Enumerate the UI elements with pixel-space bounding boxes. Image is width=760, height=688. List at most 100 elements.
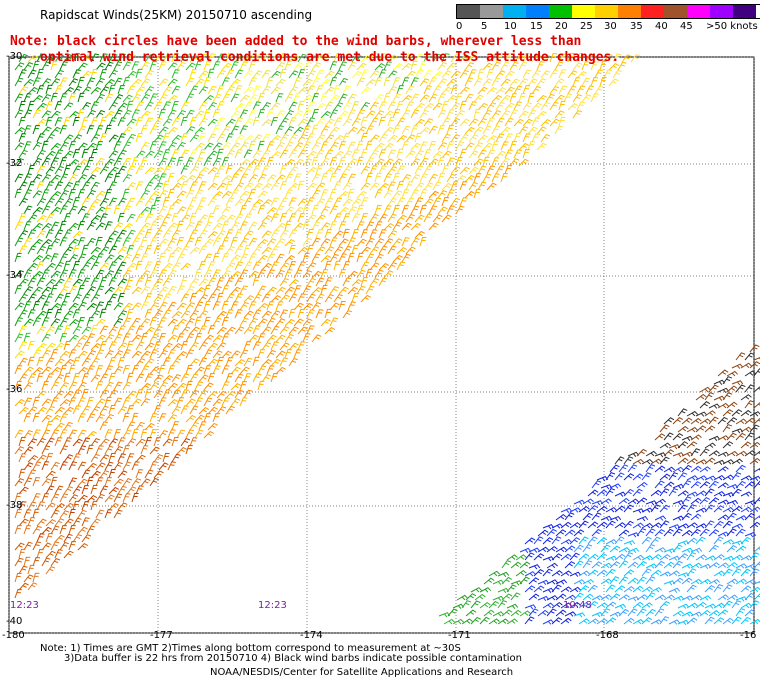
wind-barb <box>18 53 28 63</box>
wind-barb <box>461 600 472 609</box>
wind-barb <box>293 222 304 231</box>
wind-barb <box>95 269 105 279</box>
wind-barb <box>162 438 173 447</box>
wind-barb <box>63 406 74 415</box>
wind-barb <box>140 318 151 327</box>
wind-barb <box>144 326 155 335</box>
wind-barb <box>162 180 170 191</box>
wind-barb <box>203 269 213 279</box>
wind-barb <box>437 156 445 167</box>
wind-barb <box>108 468 116 479</box>
wind-barb <box>338 110 349 119</box>
wind-barb <box>144 309 153 319</box>
wind-barb <box>140 270 151 279</box>
wind-barb <box>306 182 317 191</box>
wind-barb <box>239 204 247 215</box>
wind-barb <box>149 141 158 151</box>
wind-barb <box>288 54 299 63</box>
wind-barb <box>432 197 442 207</box>
wind-barb <box>483 609 495 617</box>
wind-barb <box>486 68 494 79</box>
wind-barb <box>104 204 112 215</box>
wind-barb <box>113 461 123 471</box>
wind-barb <box>248 77 257 87</box>
wind-barb <box>14 508 22 519</box>
wind-barb <box>396 180 404 191</box>
wind-barb <box>627 608 638 617</box>
wind-barb <box>108 502 119 511</box>
wind-barb <box>167 188 175 199</box>
wind-barb <box>167 126 178 135</box>
wind-barb <box>59 350 70 359</box>
wind-barb <box>329 157 338 167</box>
wind-barb <box>266 365 275 375</box>
wind-barb <box>32 77 41 87</box>
wind-barb <box>288 326 299 335</box>
wind-barb <box>446 173 456 183</box>
wind-barb <box>560 586 572 593</box>
wind-barb <box>293 173 302 183</box>
wind-barb <box>383 110 394 119</box>
wind-barb <box>221 300 229 311</box>
wind-barb <box>180 245 190 255</box>
wind-barb <box>54 197 64 207</box>
wind-barb <box>599 76 607 87</box>
wind-barb <box>122 349 131 359</box>
wind-barb <box>14 188 22 199</box>
wind-barb <box>668 555 681 561</box>
wind-barb <box>437 124 445 135</box>
wind-barb <box>77 334 88 343</box>
wind-barb <box>140 189 150 199</box>
wind-barb <box>744 384 755 393</box>
wind-barb <box>488 600 500 609</box>
wind-barb <box>176 429 186 439</box>
wind-barb <box>59 364 67 375</box>
wind-barb <box>275 222 286 231</box>
wind-barb <box>194 110 205 119</box>
wind-barb <box>225 164 233 175</box>
wind-barb <box>641 568 652 577</box>
wind-barb <box>104 381 114 391</box>
wind-barb <box>167 269 177 279</box>
wind-barb <box>329 61 338 71</box>
wind-barb <box>126 133 136 143</box>
wind-barb <box>401 205 410 215</box>
wind-barb <box>158 462 169 471</box>
wind-barb <box>68 318 80 327</box>
wind-barb <box>122 285 131 295</box>
wind-barb <box>495 70 506 79</box>
wind-barb <box>270 213 279 223</box>
wind-barb <box>176 302 187 311</box>
wind-barb <box>68 140 76 151</box>
wind-barb <box>261 102 272 111</box>
wind-barb <box>32 222 43 231</box>
wind-barb <box>549 69 559 79</box>
wind-barb <box>158 364 166 375</box>
wind-barb <box>270 70 281 79</box>
wind-barb <box>549 85 560 95</box>
wind-barb <box>153 261 162 271</box>
wind-barb <box>63 324 71 335</box>
wind-barb <box>216 245 225 255</box>
wind-barb <box>68 222 79 231</box>
wind-barb <box>239 141 249 151</box>
wind-barb <box>284 173 294 183</box>
wind-barb <box>536 142 547 151</box>
wind-barb <box>753 386 760 393</box>
wind-barb <box>275 318 286 327</box>
wind-barb <box>27 293 37 303</box>
wind-barb <box>243 213 252 223</box>
wind-barb <box>234 293 243 303</box>
wind-barb <box>23 509 32 519</box>
wind-barb <box>212 317 222 327</box>
wind-barb <box>59 157 68 167</box>
wind-barb <box>297 341 306 351</box>
legend-label: 5 <box>481 21 488 32</box>
wind-barb <box>18 116 26 127</box>
wind-barb <box>122 126 133 135</box>
wind-barb <box>81 197 91 207</box>
wind-barb <box>185 364 193 375</box>
wind-barb <box>45 532 54 543</box>
wind-barb <box>749 411 760 417</box>
wind-barb <box>203 382 214 391</box>
